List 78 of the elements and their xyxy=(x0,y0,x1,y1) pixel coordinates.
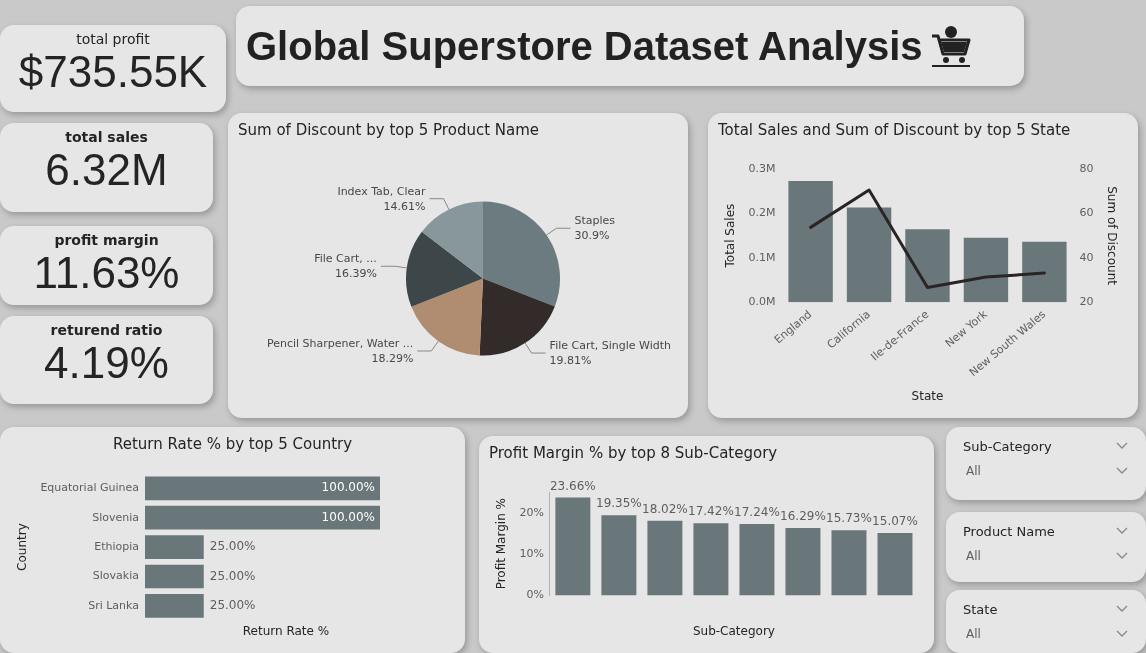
text: All xyxy=(966,548,982,564)
text: 11.63% xyxy=(32,248,181,298)
text: returend ratio xyxy=(49,322,164,338)
data-label: 23.66% xyxy=(549,478,596,493)
bar xyxy=(905,229,950,303)
y-tick-label: 0.1M xyxy=(748,250,776,264)
bar xyxy=(1022,241,1067,303)
text: 4.19% xyxy=(43,338,170,388)
y-tick-label: Slovakia xyxy=(92,569,139,583)
y-tick-label: Ethiopia xyxy=(94,539,139,553)
bar xyxy=(647,520,683,596)
data-label: 15.73% xyxy=(826,511,872,526)
y-tick-label: Sri Lanka xyxy=(88,598,139,612)
bar xyxy=(693,523,729,596)
slice-label: File Cart, Single Width xyxy=(549,338,672,352)
y-tick-label: 20% xyxy=(519,505,544,519)
data-label: 19.35% xyxy=(595,496,642,511)
y-tick-label: Slovenia xyxy=(92,510,139,524)
text: Sub-Category xyxy=(963,437,1053,455)
y-axis-title: Total Sales xyxy=(723,203,738,269)
data-label: 100.00% xyxy=(321,509,375,524)
data-label: 30.9% xyxy=(574,229,610,243)
data-label: 17.24% xyxy=(734,505,780,520)
y2-axis-title: Sum of Discount xyxy=(1104,186,1119,286)
bar xyxy=(831,530,867,596)
data-label: 16.29% xyxy=(780,509,826,524)
y-tick-label: 10% xyxy=(519,546,544,560)
slice-label: Pencil Sharpener, Water ... xyxy=(266,336,414,350)
bar xyxy=(601,515,637,596)
x-axis-title: Sub-Category xyxy=(692,623,775,638)
data-label: 25.00% xyxy=(209,568,256,583)
y-tick-label: 0.0M xyxy=(748,295,776,309)
y2-tick-label: 80 xyxy=(1079,161,1094,175)
y-axis-title: Country xyxy=(15,523,30,571)
slice-label: Index Tab, Clear xyxy=(337,184,427,198)
y2-tick-label: 60 xyxy=(1079,206,1094,220)
data-label: 18.02% xyxy=(642,501,688,516)
text: Product Name xyxy=(963,522,1056,540)
text: $735.55K xyxy=(17,47,209,97)
bar xyxy=(785,528,821,596)
chart-title: Profit Margin % by top 8 Sub-Category xyxy=(489,444,779,462)
chart-title: Return Rate % by top 5 Country xyxy=(111,435,354,453)
text: total sales xyxy=(64,129,149,145)
chart-title: Sum of Discount by top 5 Product Name xyxy=(238,121,541,139)
y-tick-label: 0% xyxy=(526,588,544,602)
bar xyxy=(877,533,913,596)
data-label: 100.00% xyxy=(321,480,375,495)
y-tick-label: Equatorial Guinea xyxy=(40,481,139,495)
slice-label: Staples xyxy=(574,214,616,228)
text: profit margin xyxy=(53,232,160,248)
chart-title: Total Sales and Sum of Discount by top 5 State xyxy=(718,121,1072,139)
bar xyxy=(846,207,892,303)
bar xyxy=(555,497,591,596)
x-axis-title: Return Rate % xyxy=(242,623,330,638)
data-label: 25.00% xyxy=(209,539,256,554)
data-label: 18.29% xyxy=(371,351,414,365)
data-label: 19.81% xyxy=(549,353,592,367)
text: All xyxy=(966,626,982,642)
x-axis-title: State xyxy=(911,388,944,403)
text: State xyxy=(963,600,999,618)
text: Global Superstore Dataset Analysis xyxy=(246,23,923,69)
y-axis-title: Profit Margin % xyxy=(494,498,509,590)
data-label: 25.00% xyxy=(209,598,256,613)
bar xyxy=(963,237,1009,303)
data-label: 17.42% xyxy=(688,504,734,519)
y2-tick-label: 20 xyxy=(1079,295,1094,309)
text: All xyxy=(966,463,982,479)
y2-tick-label: 40 xyxy=(1079,250,1094,264)
data-label: 15.07% xyxy=(872,514,918,529)
data-label: 16.39% xyxy=(334,267,377,281)
text: 6.32M xyxy=(44,145,169,195)
text: total profit xyxy=(75,31,151,47)
bar xyxy=(788,180,833,303)
data-label: 14.61% xyxy=(383,199,426,213)
y-tick-label: 0.3M xyxy=(748,161,776,175)
bar xyxy=(739,524,775,596)
slice-label: File Cart, ... xyxy=(314,252,377,266)
y-tick-label: 0.2M xyxy=(748,206,776,220)
